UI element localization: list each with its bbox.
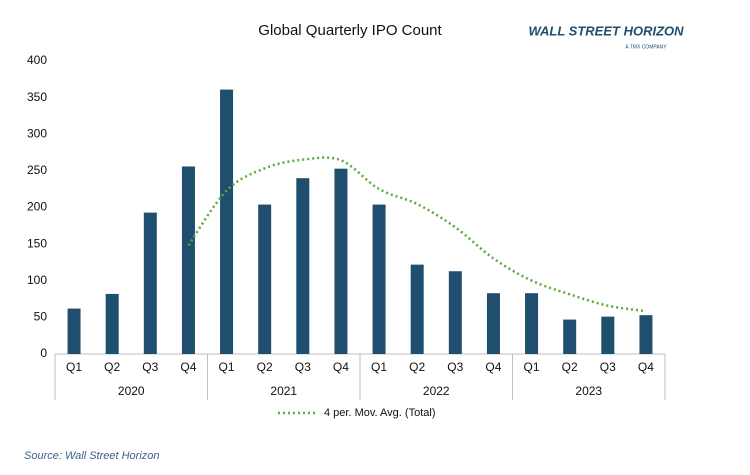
y-tick-label: 400 xyxy=(27,53,47,67)
x-tick-label: Q4 xyxy=(638,360,654,374)
bar xyxy=(525,293,539,354)
bar xyxy=(181,166,195,354)
legend-label: 4 per. Mov. Avg. (Total) xyxy=(324,407,435,419)
bar xyxy=(334,168,348,354)
bar xyxy=(639,315,653,354)
bar xyxy=(372,204,386,354)
x-tick-label: Q4 xyxy=(485,360,501,374)
bar xyxy=(486,293,500,354)
logo-tagline: A TMX COMPANY xyxy=(625,44,667,50)
bar xyxy=(143,212,157,354)
x-tick-label: Q2 xyxy=(104,360,120,374)
x-tick-label: Q1 xyxy=(66,360,82,374)
y-tick-label: 150 xyxy=(27,236,47,250)
y-tick-label: 300 xyxy=(27,126,47,140)
bar xyxy=(563,319,577,354)
x-tick-label: Q3 xyxy=(447,360,463,374)
bar xyxy=(258,204,272,354)
y-tick-label: 100 xyxy=(27,273,47,287)
chart-title: Global Quarterly IPO Count xyxy=(258,22,442,39)
x-tick-label: Q2 xyxy=(409,360,425,374)
x-tick-label: Q2 xyxy=(257,360,273,374)
bar xyxy=(296,178,310,354)
x-tick-label: Q3 xyxy=(600,360,616,374)
x-tick-label: Q4 xyxy=(180,360,196,374)
group-label: 2021 xyxy=(270,384,297,398)
group-label: 2020 xyxy=(118,384,145,398)
x-tick-label: Q1 xyxy=(371,360,387,374)
bar xyxy=(67,308,81,354)
x-tick-label: Q2 xyxy=(562,360,578,374)
bar xyxy=(410,264,424,354)
x-tick-label: Q3 xyxy=(142,360,158,374)
y-tick-label: 350 xyxy=(27,90,47,104)
source: Source: Wall Street Horizon xyxy=(24,450,160,462)
group-label: 2022 xyxy=(423,384,450,398)
y-tick-label: 250 xyxy=(27,163,47,177)
bar xyxy=(448,271,462,354)
x-tick-label: Q3 xyxy=(295,360,311,374)
y-tick-label: 50 xyxy=(34,310,48,324)
trendline xyxy=(187,156,647,313)
bar xyxy=(105,293,119,354)
y-tick-label: 0 xyxy=(40,346,47,360)
logo-name: WALL STREET HORIZON xyxy=(528,23,684,38)
x-tick-label: Q4 xyxy=(333,360,349,374)
y-tick-label: 200 xyxy=(27,200,47,214)
x-tick-label: Q1 xyxy=(524,360,540,374)
bar xyxy=(220,89,234,354)
group-label: 2023 xyxy=(575,384,602,398)
bar xyxy=(601,316,615,354)
x-tick-label: Q1 xyxy=(219,360,235,374)
